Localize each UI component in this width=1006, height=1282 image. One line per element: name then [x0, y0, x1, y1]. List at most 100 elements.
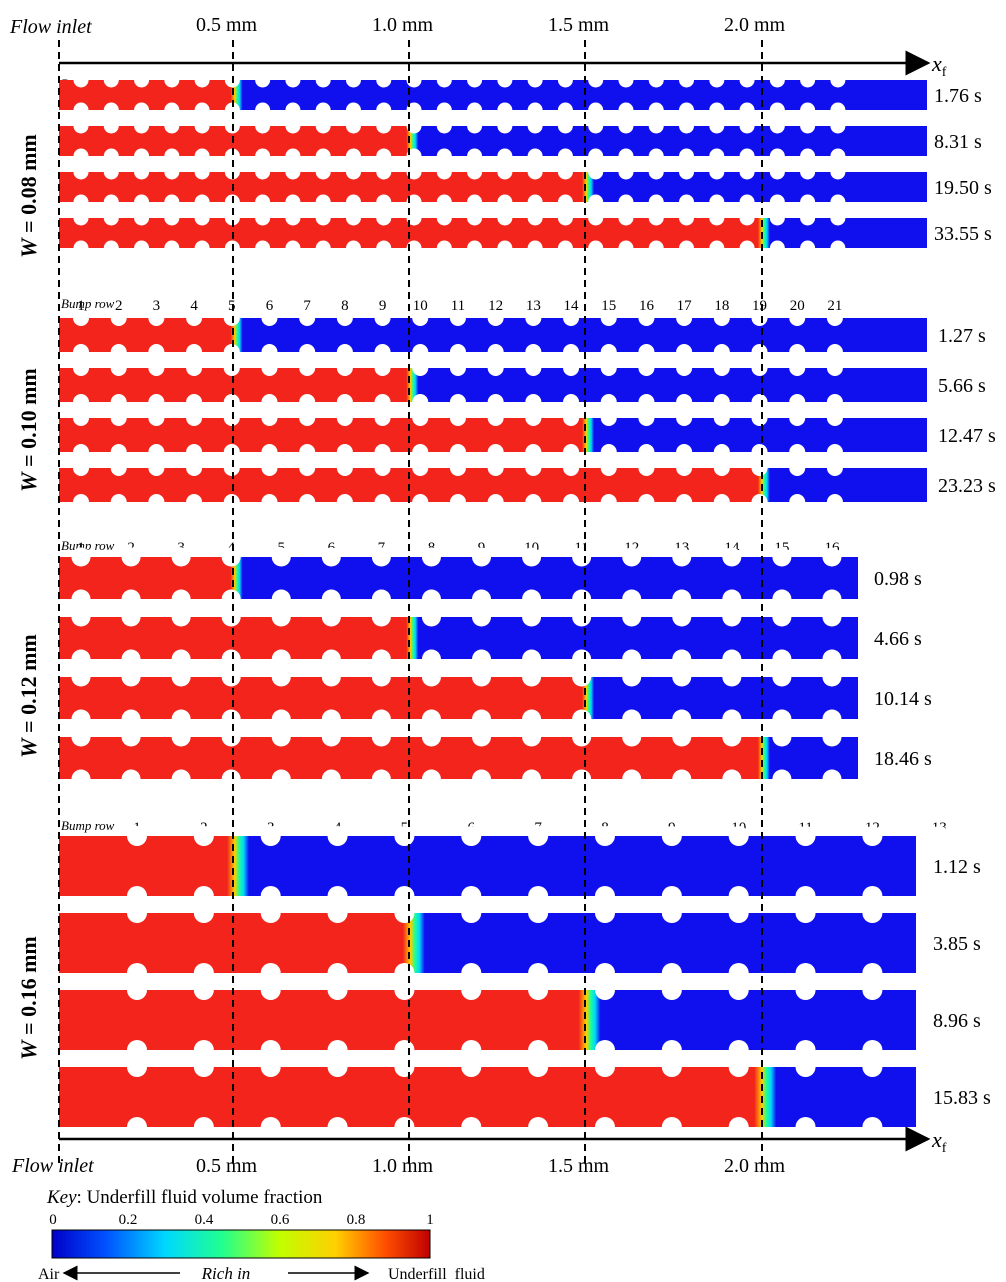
solder-bump [271, 547, 291, 567]
solder-bump [528, 903, 549, 923]
solder-bump [661, 1117, 682, 1137]
solder-bump [588, 102, 604, 118]
width-label: W = 0.12 mm [16, 634, 41, 758]
solder-bump [461, 1040, 482, 1060]
solder-bump [618, 118, 634, 134]
solder-bump [134, 102, 150, 118]
solder-bump [487, 410, 504, 426]
solder-bump [638, 344, 655, 360]
solder-bump [728, 826, 749, 846]
solder-bump [374, 310, 391, 326]
solder-bump [374, 444, 391, 460]
solder-bump [572, 649, 592, 669]
solder-bump [522, 607, 542, 627]
solder-bump [421, 709, 441, 729]
solder-bump [110, 310, 127, 326]
solder-bump [461, 1057, 482, 1077]
solder-bump [563, 444, 580, 460]
solder-bump [679, 72, 695, 88]
solder-bump [822, 649, 842, 669]
key-tick-1: 1 [426, 1212, 434, 1228]
solder-bump [171, 589, 191, 609]
solder-bump [261, 494, 278, 510]
solder-bump [376, 102, 392, 118]
solder-bump [713, 444, 730, 460]
solder-bump [73, 494, 89, 510]
solder-bump [588, 148, 604, 164]
bump-number: 19 [752, 298, 767, 314]
solder-bump [371, 727, 391, 747]
solder-bump [622, 589, 642, 609]
solder-bump [557, 102, 573, 118]
underfill-region [59, 737, 762, 779]
solder-bump [528, 980, 549, 1000]
snapshot-strip: 19.50 s [59, 164, 992, 210]
solder-bump [221, 607, 241, 627]
solder-bump [71, 769, 91, 789]
width-label: W = 0.10 mm [16, 368, 41, 492]
solder-bump [826, 360, 843, 376]
bottom-axis: xf Flow inlet 0.5 mm 1.0 mm 1.5 mm 2.0 m… [11, 1126, 947, 1177]
bump-row-label: Bump row [61, 296, 115, 311]
solder-bump [528, 826, 549, 846]
solder-bump [406, 72, 422, 88]
solder-bump [622, 709, 642, 729]
solder-bump [638, 460, 655, 476]
solder-bump [594, 980, 615, 1000]
solder-bump [406, 210, 422, 226]
solder-bump [406, 194, 422, 210]
solder-bump [467, 148, 483, 164]
time-label: 15.83 s [933, 1087, 991, 1109]
solder-bump [436, 164, 452, 180]
solder-bump [739, 164, 755, 180]
solder-bump [789, 344, 806, 360]
solder-bump [186, 410, 203, 426]
solder-bump [594, 963, 615, 983]
bottom-axis-label-main: x [931, 1127, 942, 1152]
top-axis-label-sub: f [942, 65, 947, 80]
solder-bump [929, 1117, 950, 1137]
solder-bump [261, 460, 278, 476]
solder-bump [73, 118, 89, 134]
solder-bump [751, 344, 768, 360]
solder-bump [638, 410, 655, 426]
solder-bump [374, 410, 391, 426]
solder-bump [638, 394, 655, 410]
solder-bump [315, 72, 331, 88]
solder-bump [224, 102, 240, 118]
solder-bump [299, 310, 316, 326]
key-title-italic: Key [46, 1187, 77, 1208]
time-label: 8.31 s [934, 131, 982, 153]
solder-bump [336, 460, 353, 476]
underfill-region [59, 990, 587, 1050]
solder-bump [271, 649, 291, 669]
solder-bump [676, 310, 693, 326]
solder-bump [73, 164, 89, 180]
solder-bump [709, 194, 725, 210]
solder-bump [795, 1040, 816, 1060]
solder-bump [110, 344, 127, 360]
solder-bump [260, 963, 281, 983]
solder-bump [394, 1117, 415, 1137]
solder-bump [121, 709, 141, 729]
solder-bump [461, 886, 482, 906]
solder-bump [826, 394, 843, 410]
solder-bump [769, 210, 785, 226]
solder-bump [789, 460, 806, 476]
key-tick-0-6: 0.6 [271, 1212, 290, 1228]
time-label: 0.98 s [874, 568, 922, 590]
solder-bump [572, 667, 592, 687]
solder-bump [255, 118, 271, 134]
solder-bump [497, 164, 513, 180]
solder-bump [525, 394, 542, 410]
width-label-value: = 0.08 mm [16, 134, 41, 238]
solder-bump [321, 727, 341, 747]
time-label: 10.14 s [874, 688, 932, 710]
solder-bump [638, 310, 655, 326]
solder-bump [679, 194, 695, 210]
flow-front [582, 677, 595, 719]
solder-bump [525, 360, 542, 376]
solder-bump [321, 607, 341, 627]
solder-bump [638, 494, 655, 510]
solder-bump [648, 194, 664, 210]
